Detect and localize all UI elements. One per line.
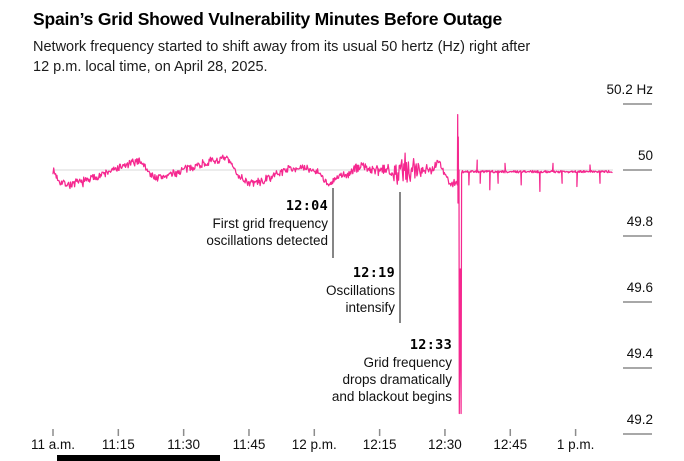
- x-tick-label: 12:15: [362, 437, 397, 452]
- annotation-text-line: Grid frequency: [363, 355, 452, 370]
- annotation-12-19: 12:19 Oscillations intensify: [326, 264, 395, 316]
- x-tick-label: 11 a.m.: [30, 437, 76, 452]
- annotation-12-33: 12:33 Grid frequency drops dramatically and…: [332, 336, 452, 405]
- y-tick-label: 49.2: [626, 412, 653, 427]
- annotation-time-label: 12:04: [285, 198, 328, 214]
- x-tick-label: 12:30: [428, 437, 462, 452]
- chart-header: Spain’s Grid Showed Vulnerability Minute…: [33, 8, 663, 77]
- annotation-text-line: First grid frequency: [212, 216, 328, 231]
- frequency-trace: [52, 113, 613, 415]
- x-tick-label: 1 p.m.: [556, 437, 595, 452]
- y-tick-label: 49.4: [626, 346, 653, 361]
- source-bar-cutoff: [57, 455, 220, 461]
- x-tick-label: 12:45: [493, 437, 528, 452]
- annotation-text-line: drops dramatically: [342, 372, 452, 387]
- y-tick-label: 49.8: [626, 214, 653, 229]
- y-tick-label: 49.6: [626, 280, 653, 295]
- annotation-text-line: and blackout begins: [331, 389, 452, 404]
- x-tick-label: 12 p.m.: [291, 437, 337, 452]
- annotation-time-label: 12:33: [409, 337, 452, 353]
- chart-title: Spain’s Grid Showed Vulnerability Minute…: [33, 9, 503, 29]
- annotation-text-line: oscillations detected: [206, 233, 328, 248]
- annotation-text-line: Oscillations: [325, 283, 395, 298]
- y-tick-label: 50: [637, 148, 653, 163]
- annotation-12-04: 12:04 First grid frequency oscillations de…: [206, 197, 328, 249]
- y-tick-label: 50.2 Hz: [606, 82, 653, 97]
- subtitle-line-1: Network frequency started to shift away …: [33, 39, 531, 55]
- x-tick-label: 11:30: [167, 437, 201, 452]
- x-tick-label: 11:45: [232, 437, 266, 452]
- annotation-time-label: 12:19: [352, 265, 395, 281]
- annotation-text-line: intensify: [345, 300, 395, 315]
- chart-subtitle: Network frequency started to shift away …: [33, 38, 663, 77]
- x-tick-label: 11:15: [101, 437, 135, 452]
- subtitle-line-2: 12 p.m. local time, on April 28, 2025.: [33, 58, 268, 75]
